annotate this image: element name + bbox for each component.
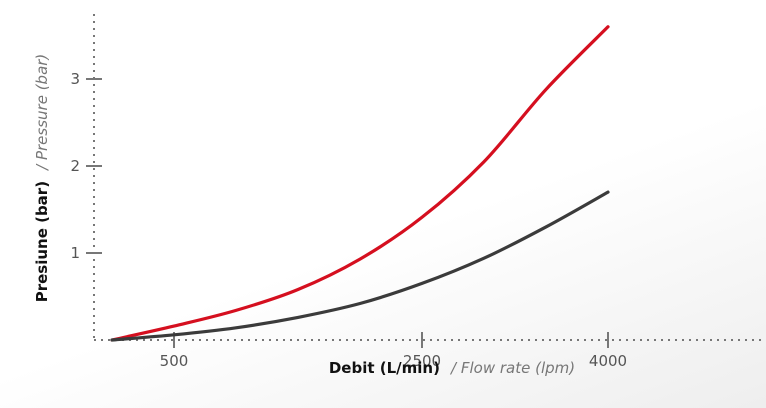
- y-tick-label: 1: [70, 244, 80, 262]
- y-tick-label: 2: [70, 157, 80, 175]
- curves: [110, 25, 610, 342]
- x-axis-title-primary: Debit (L/min): [329, 359, 440, 377]
- x-tick-label: 500: [160, 352, 189, 370]
- y-tick-label: 3: [70, 70, 80, 88]
- x-axis-title: Debit (L/min) / Flow rate (lpm): [329, 358, 575, 377]
- y-axis-title-secondary: / Pressure (bar): [33, 54, 51, 172]
- dark-series-line: [110, 190, 610, 342]
- x-axis-title-secondary: / Flow rate (lpm): [449, 359, 575, 377]
- axes: [93, 14, 766, 341]
- red-series-line: [110, 25, 610, 342]
- y-axis-title: Presiune (bar) / Pressure (bar): [32, 54, 51, 303]
- x-tick-label: 2500: [403, 352, 441, 370]
- ticks: 500 2500 4000 1 2 3: [70, 70, 627, 370]
- y-axis-title-primary: Presiune (bar): [33, 181, 51, 302]
- x-tick-label: 4000: [589, 352, 627, 370]
